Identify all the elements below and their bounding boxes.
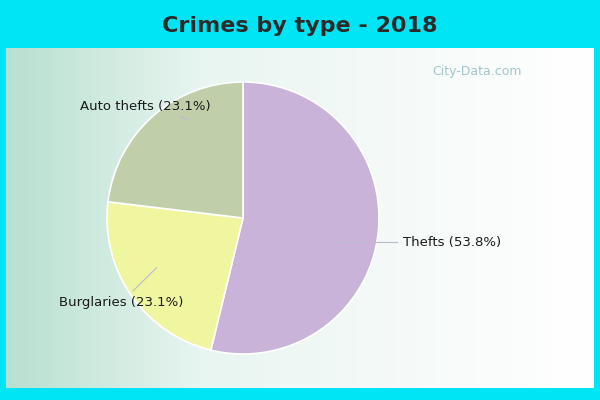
- Text: City-Data.com: City-Data.com: [432, 66, 521, 78]
- Text: Burglaries (23.1%): Burglaries (23.1%): [59, 268, 184, 309]
- Wedge shape: [107, 202, 243, 350]
- Wedge shape: [211, 82, 379, 354]
- Text: Crimes by type - 2018: Crimes by type - 2018: [162, 16, 438, 36]
- Text: Thefts (53.8%): Thefts (53.8%): [334, 236, 502, 249]
- Text: Auto thefts (23.1%): Auto thefts (23.1%): [80, 100, 211, 119]
- Wedge shape: [108, 82, 243, 218]
